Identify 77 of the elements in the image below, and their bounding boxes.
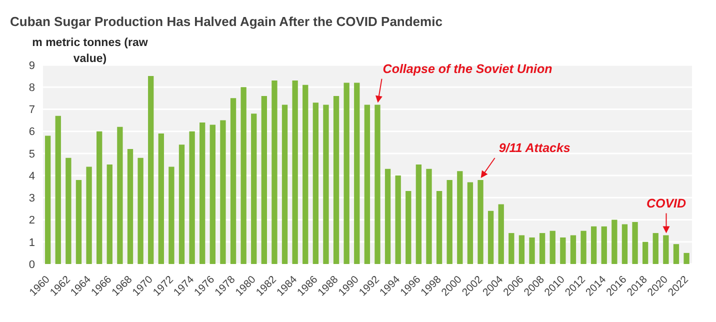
bar xyxy=(106,164,112,264)
bar xyxy=(312,102,319,264)
bar xyxy=(55,116,61,264)
bar xyxy=(261,96,267,264)
bar xyxy=(76,180,82,264)
bar xyxy=(426,168,432,264)
bar xyxy=(272,80,278,264)
bar xyxy=(374,104,380,264)
bar xyxy=(189,131,195,264)
bar xyxy=(251,114,257,264)
bar xyxy=(612,220,618,264)
bar xyxy=(518,235,525,264)
y-tick-label: 2 xyxy=(28,214,35,227)
annotation: 9/11 Attacks xyxy=(498,140,570,155)
bar xyxy=(200,122,206,264)
bar xyxy=(508,233,514,264)
bar xyxy=(117,126,123,264)
bar xyxy=(323,104,329,264)
bar xyxy=(467,182,474,264)
bar xyxy=(550,230,556,264)
bar xyxy=(652,233,658,264)
bar xyxy=(570,235,576,264)
bar xyxy=(539,233,546,264)
bar xyxy=(158,134,164,264)
bar xyxy=(282,104,288,264)
y-tick-label: 9 xyxy=(28,60,35,72)
annotation: Collapse of the Soviet Union xyxy=(382,62,553,76)
bar xyxy=(45,136,51,264)
bar xyxy=(673,244,680,264)
bar xyxy=(178,144,185,264)
chart-title: Cuban Sugar Production Has Halved Again After the COVID Pandemic xyxy=(10,14,442,29)
bar xyxy=(210,124,216,264)
y-tick-label: 7 xyxy=(28,104,35,116)
y-tick-label: 6 xyxy=(28,126,35,138)
bar xyxy=(333,96,340,264)
bar xyxy=(498,204,504,264)
bar xyxy=(230,98,236,264)
bar xyxy=(168,166,174,264)
annotation: COVID xyxy=(646,196,686,210)
bar xyxy=(344,82,350,264)
bar xyxy=(529,237,535,264)
bar xyxy=(663,235,669,264)
bar xyxy=(302,84,308,264)
bar xyxy=(684,252,690,264)
y-tick-label: 4 xyxy=(28,170,35,182)
bar xyxy=(560,237,566,264)
y-tick-label: 5 xyxy=(28,148,35,160)
bar xyxy=(457,171,463,264)
bar xyxy=(220,120,226,264)
bar xyxy=(292,80,298,264)
y-tick-label: 3 xyxy=(28,192,35,205)
bar xyxy=(148,76,154,264)
bar xyxy=(138,158,144,264)
bar xyxy=(488,210,494,264)
y-tick-label: 1 xyxy=(28,236,35,249)
bar xyxy=(96,131,102,264)
bar xyxy=(416,164,422,264)
bar xyxy=(364,104,370,264)
bar xyxy=(590,226,597,264)
bar xyxy=(436,191,442,264)
bar xyxy=(240,87,246,264)
bar xyxy=(354,82,360,264)
bar xyxy=(580,230,586,264)
bar xyxy=(127,149,134,264)
bar xyxy=(632,222,638,264)
bar xyxy=(478,180,484,264)
bar xyxy=(642,242,648,264)
bar xyxy=(86,166,92,264)
bar xyxy=(622,224,628,264)
bar xyxy=(384,168,391,264)
bar xyxy=(406,191,412,264)
y-tick-label: 0 xyxy=(28,258,35,271)
bar xyxy=(446,180,452,264)
bar xyxy=(395,176,401,264)
y-tick-label: 8 xyxy=(28,82,35,94)
bar xyxy=(601,226,607,264)
bar xyxy=(66,158,72,264)
